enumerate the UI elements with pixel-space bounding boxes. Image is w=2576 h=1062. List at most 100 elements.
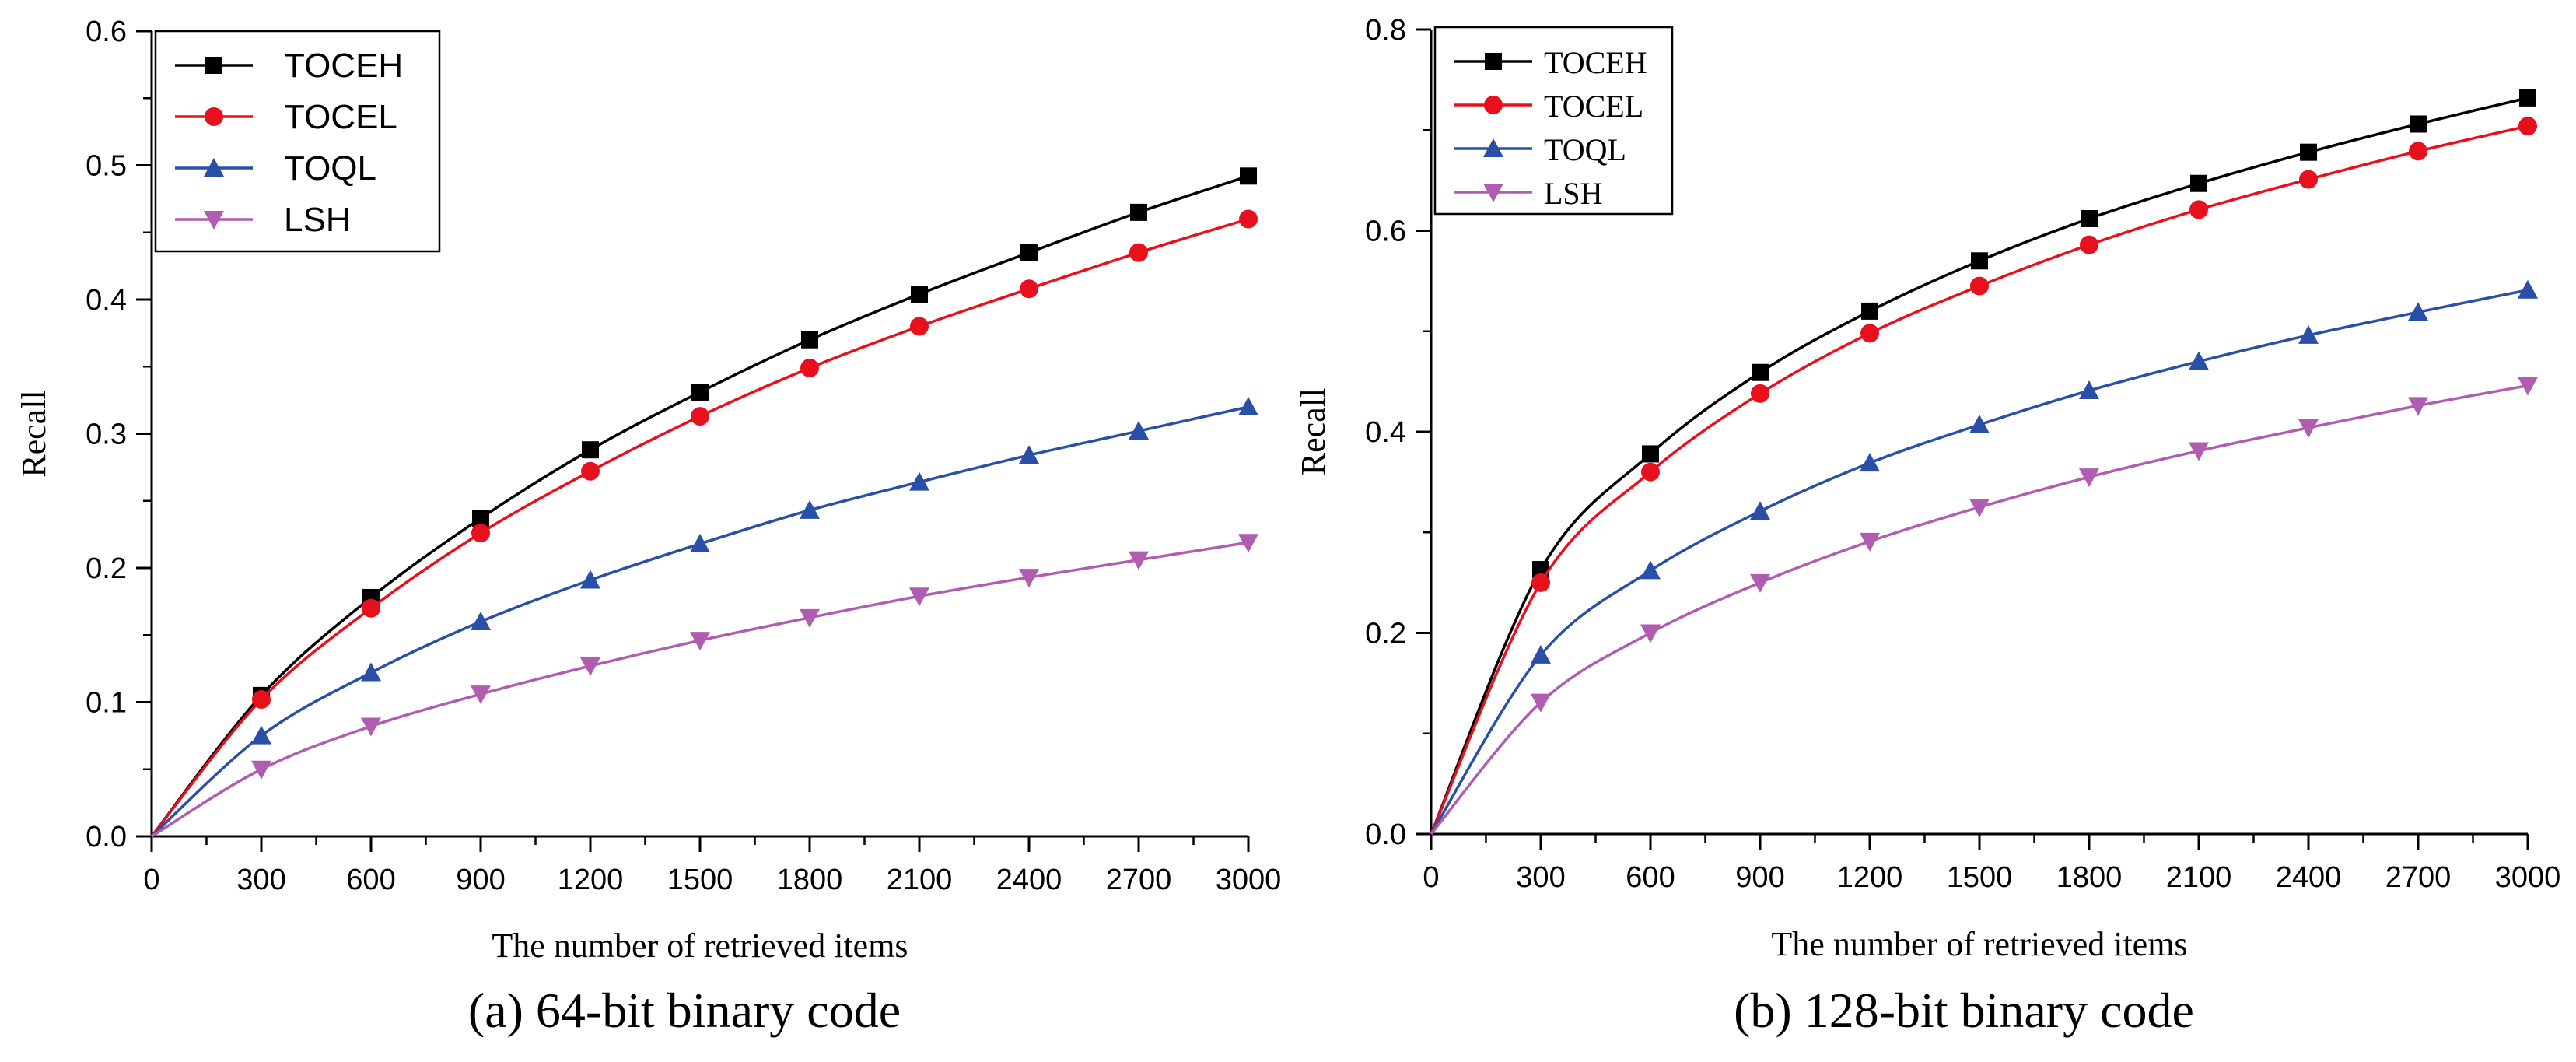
- legend-marker: [205, 107, 223, 126]
- x-tick-label: 1200: [1837, 861, 1903, 894]
- data-point-tocel: [581, 461, 600, 481]
- chart-caption: (a) 64-bit binary code: [468, 983, 901, 1038]
- data-point-lsh: [909, 587, 929, 607]
- legend-marker: [204, 158, 224, 177]
- data-point-toceh: [1971, 252, 1988, 270]
- x-tick-label: 600: [1626, 861, 1675, 894]
- series-line-tocel: [1430, 124, 2529, 835]
- data-point-tocel: [471, 524, 490, 543]
- x-tick-label: 2700: [1106, 864, 1172, 896]
- data-point-lsh: [251, 760, 271, 780]
- legend-label: TOQL: [1544, 132, 1626, 167]
- legend-marker: [1483, 138, 1503, 157]
- data-point-tocel: [362, 598, 380, 618]
- data-point-toql: [1640, 560, 1661, 580]
- series-line-tocel: [150, 217, 1249, 838]
- legend-marker: [1485, 53, 1502, 70]
- data-point-toceh: [472, 510, 489, 527]
- y-tick-label: 0.1: [86, 687, 127, 720]
- data-point-tocel: [1020, 279, 1038, 299]
- data-point-toql: [580, 570, 600, 589]
- x-tick-label: 900: [456, 864, 505, 896]
- data-point-tocel: [1239, 209, 1258, 229]
- data-point-tocel: [252, 690, 271, 710]
- data-point-lsh: [1238, 534, 1258, 553]
- y-axis-title: Recall: [15, 390, 53, 477]
- chart-64-bit: 0 300 600 900 1200 1500 1800 2100 2400 2700 3000 0.…: [15, 16, 1281, 1038]
- data-point-toceh: [1752, 363, 1769, 381]
- x-tick-label: 3000: [2495, 861, 2561, 894]
- data-point-lsh: [2189, 442, 2209, 461]
- y-tick-label: 0.5: [86, 150, 127, 183]
- data-point-toql: [361, 662, 381, 682]
- data-point-toceh: [2081, 209, 2098, 227]
- x-tick-label: 1800: [2056, 861, 2123, 894]
- y-tick-label: 0.4: [1365, 416, 1406, 449]
- data-point-toql: [1238, 397, 1258, 415]
- y-tick-label: 0.4: [86, 284, 127, 317]
- data-point-toql: [2408, 302, 2428, 321]
- data-point-toql: [2518, 279, 2538, 299]
- data-point-lsh: [1129, 551, 1149, 570]
- data-point-lsh: [1969, 498, 1990, 517]
- data-point-toql: [1019, 445, 1039, 464]
- data-point-tocel: [1860, 324, 1879, 343]
- legend-label: TOCEH: [1544, 45, 1647, 80]
- x-tick-label: 2400: [996, 864, 1062, 896]
- x-tick-label: 1500: [667, 864, 733, 896]
- data-point-toql: [2079, 380, 2099, 400]
- x-tick-label: 300: [1516, 861, 1565, 894]
- chart-128-bit: 0 300 600 900 1200 1500 1800 2100 2400 2700 3000 0.…: [1294, 14, 2560, 1038]
- data-point-toceh: [2190, 174, 2207, 192]
- series-line-toql: [1430, 289, 2529, 835]
- data-point-lsh: [471, 685, 491, 705]
- legend-box: [154, 30, 441, 253]
- data-point-toql: [1531, 644, 1551, 664]
- x-tick-label: 1800: [777, 864, 843, 896]
- data-point-tocel: [2409, 142, 2427, 161]
- y-tick-label: 0.2: [86, 552, 127, 585]
- data-point-lsh: [2518, 377, 2538, 396]
- data-point-tocel: [2189, 200, 2208, 219]
- y-tick-label: 0.0: [86, 821, 127, 853]
- data-point-toql: [1860, 453, 1880, 472]
- data-point-toceh: [2519, 89, 2536, 107]
- data-point-lsh: [2298, 419, 2319, 438]
- data-point-lsh: [1531, 693, 1551, 713]
- x-tick-label: 0: [143, 864, 159, 896]
- data-point-tocel: [910, 317, 929, 336]
- x-tick-label: 300: [236, 864, 285, 896]
- data-point-lsh: [580, 657, 600, 676]
- legend-marker: [1484, 96, 1503, 114]
- legend-label: TOCEL: [1544, 89, 1643, 124]
- data-point-lsh: [800, 608, 820, 628]
- x-tick-label: 2400: [2276, 861, 2342, 894]
- y-axis-title: Recall: [1294, 388, 1332, 475]
- legend-label: LSH: [284, 201, 351, 239]
- data-point-toceh: [2300, 143, 2317, 161]
- data-point-toql: [800, 499, 820, 519]
- legend-label: TOQL: [284, 149, 376, 188]
- data-point-lsh: [1019, 569, 1039, 588]
- data-point-lsh: [1750, 573, 1770, 593]
- x-tick-label: 900: [1735, 861, 1784, 894]
- series-line-toceh: [1430, 96, 2529, 835]
- data-point-tocel: [1129, 243, 1148, 262]
- data-point-tocel: [1970, 276, 1989, 296]
- data-point-toql: [1129, 421, 1149, 440]
- data-point-toceh: [582, 441, 599, 459]
- y-tick-label: 0.3: [86, 419, 127, 451]
- data-point-lsh: [1860, 532, 1880, 552]
- series-line-toql: [150, 405, 1249, 838]
- data-point-toql: [909, 471, 929, 491]
- data-point-toql: [1969, 414, 1990, 433]
- legend-label: TOCEH: [284, 47, 403, 85]
- y-tick-label: 0.2: [1365, 618, 1406, 650]
- data-point-tocel: [691, 407, 709, 426]
- data-point-tocel: [2080, 235, 2098, 254]
- y-tick-label: 0.6: [86, 16, 127, 48]
- legend-box: [1433, 26, 1674, 216]
- series-line-lsh: [151, 541, 1249, 838]
- data-point-tocel: [2518, 117, 2537, 136]
- data-point-toceh: [1020, 244, 1038, 261]
